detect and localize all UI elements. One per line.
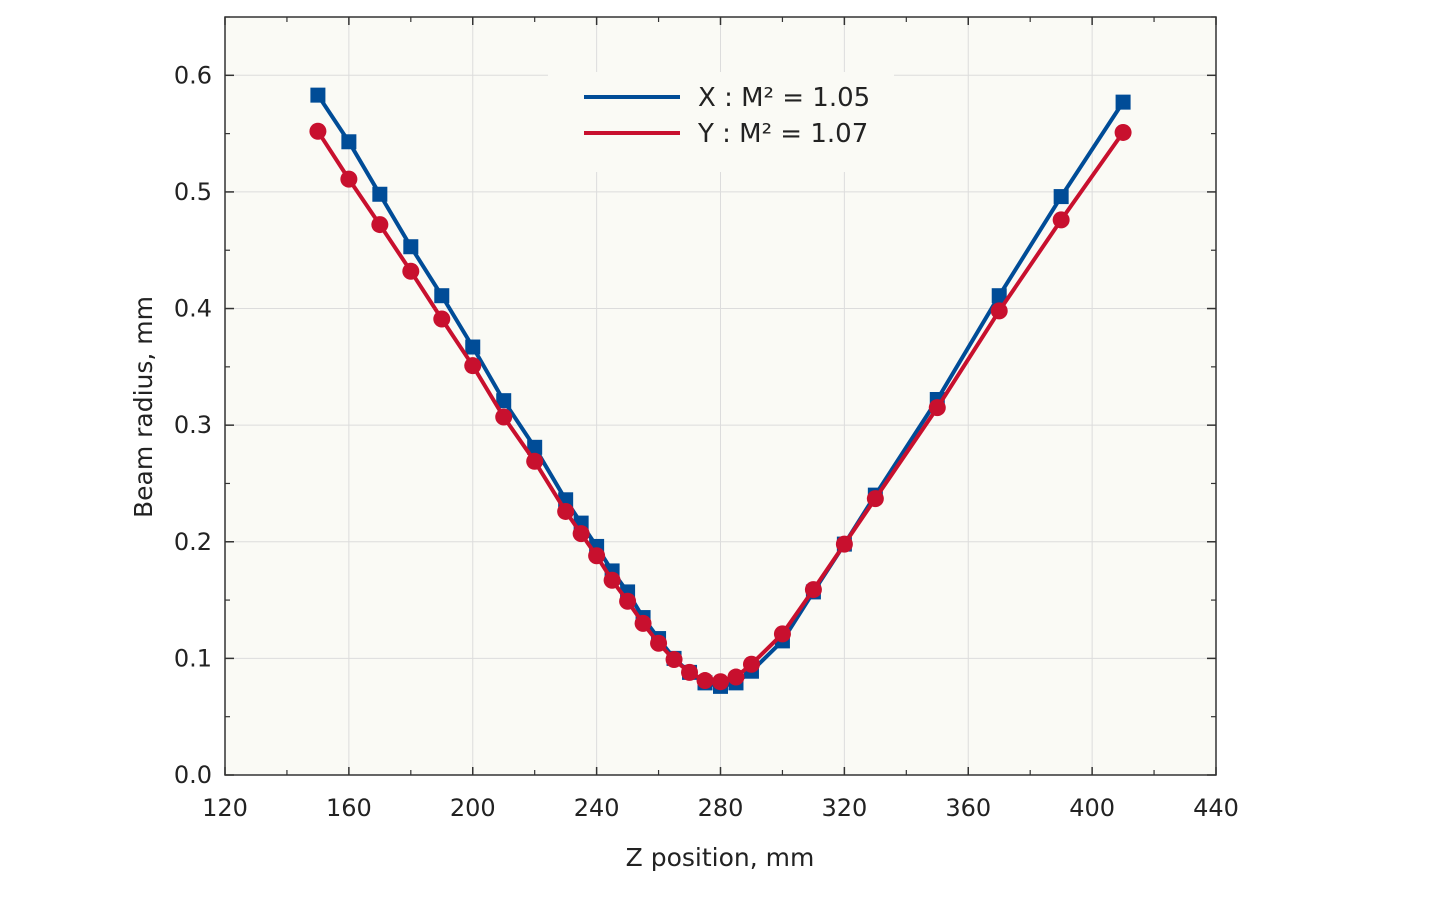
data-point-circle xyxy=(804,581,822,599)
data-point-circle xyxy=(309,122,327,140)
x-tick-label: 200 xyxy=(450,794,496,822)
y-tick-label: 0.0 xyxy=(174,761,212,789)
data-point-circle xyxy=(371,216,389,234)
data-point-circle xyxy=(681,663,699,681)
data-point-circle xyxy=(603,571,621,589)
x-tick-label: 320 xyxy=(821,794,867,822)
y-tick-label: 0.1 xyxy=(174,644,212,672)
data-point-circle xyxy=(866,490,884,508)
x-tick-label: 400 xyxy=(1069,794,1115,822)
y-tick-label: 0.5 xyxy=(174,178,212,206)
data-point-circle xyxy=(526,452,544,470)
x-tick-label: 440 xyxy=(1193,794,1239,822)
data-point-circle xyxy=(572,525,590,543)
data-point-circle xyxy=(557,502,575,520)
data-point-square xyxy=(403,239,419,255)
tick-labels: 120 160 200 240 280 320 360 400 440 0.0 0.1 0.2 0.3 0… xyxy=(174,61,1239,822)
legend-box xyxy=(548,72,894,172)
data-point-square xyxy=(434,288,450,304)
x-tick-label: 160 xyxy=(326,794,372,822)
series-y xyxy=(309,122,1132,691)
data-point-circle xyxy=(495,408,513,426)
x-tick-label: 240 xyxy=(574,794,620,822)
data-point-square xyxy=(991,288,1007,304)
legend: X : M² = 1.05 Y : M² = 1.07 xyxy=(548,72,894,172)
data-point-circle xyxy=(742,655,760,673)
data-point-circle xyxy=(773,625,791,643)
x-tick-label: 120 xyxy=(202,794,248,822)
data-point-square xyxy=(1053,189,1069,205)
data-point-circle xyxy=(835,535,853,553)
legend-label: X : M² = 1.05 xyxy=(698,83,870,113)
data-point-circle xyxy=(990,302,1008,320)
data-point-circle xyxy=(402,262,420,280)
data-point-circle xyxy=(588,547,606,565)
y-tick-label: 0.3 xyxy=(174,411,212,439)
y-tick-label: 0.4 xyxy=(174,295,212,323)
data-point-square xyxy=(527,439,543,455)
data-point-circle xyxy=(464,357,482,375)
data-point-circle xyxy=(665,651,683,669)
x-tick-label: 280 xyxy=(698,794,744,822)
x-axis-title: Z position, mm xyxy=(626,843,815,872)
data-point-circle xyxy=(340,170,358,188)
data-point-square xyxy=(341,134,357,150)
data-point-square xyxy=(1115,94,1131,110)
y-axis-title: Beam radius, mm xyxy=(129,296,158,518)
data-point-circle xyxy=(1052,211,1070,229)
y-tick-label: 0.6 xyxy=(174,61,212,89)
data-point-circle xyxy=(712,673,729,691)
data-point-square xyxy=(310,87,326,103)
data-point-square xyxy=(465,339,481,355)
series-layer xyxy=(309,87,1132,694)
data-point-square xyxy=(372,186,388,202)
legend-label: Y : M² = 1.07 xyxy=(697,119,868,149)
data-point-circle xyxy=(619,592,637,610)
data-point-circle xyxy=(1114,123,1132,141)
data-point-circle xyxy=(727,668,745,686)
data-point-circle xyxy=(696,672,714,690)
y-tick-label: 0.2 xyxy=(174,528,212,556)
x-tick-label: 360 xyxy=(945,794,991,822)
data-point-square xyxy=(496,393,512,409)
data-point-circle xyxy=(634,614,652,632)
data-point-circle xyxy=(650,634,668,652)
data-point-circle xyxy=(433,310,451,328)
data-point-circle xyxy=(928,399,946,417)
ticks xyxy=(224,16,1217,776)
